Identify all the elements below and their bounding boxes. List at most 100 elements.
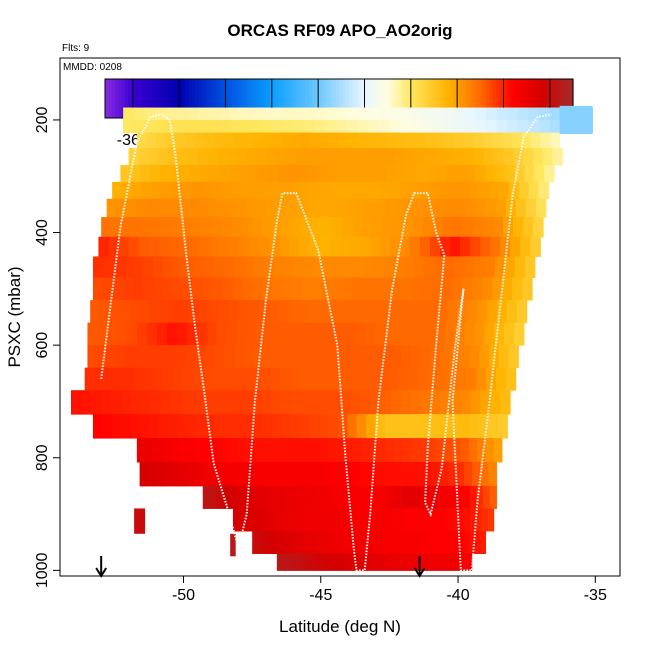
colorbar-segment	[235, 79, 240, 118]
heatmap-cell	[470, 236, 481, 257]
heatmap-cell	[466, 367, 478, 391]
heatmap-cell	[131, 217, 142, 238]
heatmap-cell	[493, 148, 504, 166]
heatmap-cell	[214, 345, 226, 369]
heatmap-cell	[294, 530, 301, 554]
heatmap-cell	[211, 438, 221, 463]
heatmap-cell	[330, 181, 341, 200]
y-axis: 200 400 600 800 1000	[34, 106, 60, 588]
heatmap-cell	[253, 438, 262, 463]
heatmap-cell	[256, 198, 267, 218]
heatmap-cell	[336, 438, 345, 463]
colorbar-segment	[201, 79, 206, 118]
heatmap-cell	[394, 148, 406, 166]
heatmap-cell	[110, 390, 122, 415]
heatmap-cell	[149, 300, 161, 324]
heatmap-cell	[312, 277, 324, 301]
heatmap-cell	[534, 164, 545, 183]
heatmap-cell	[196, 198, 207, 218]
colorbar-segment	[556, 79, 561, 118]
heatmap-cell	[539, 107, 551, 121]
heatmap-cell	[409, 181, 421, 200]
colorbar-segment	[265, 79, 270, 118]
heatmap-cell	[147, 461, 157, 487]
heatmap-cell	[309, 132, 320, 149]
colorbar-segment	[175, 79, 180, 118]
heatmap-cell	[426, 198, 437, 218]
heatmap-cell	[381, 345, 392, 369]
heatmap-cell	[342, 461, 351, 487]
heatmap-cell	[185, 345, 196, 369]
heatmap-cell	[427, 553, 433, 571]
heatmap-cell	[404, 148, 415, 166]
heatmap-cell	[423, 461, 433, 487]
heatmap-cell	[269, 461, 278, 487]
heatmap-cell	[133, 256, 144, 279]
heatmap-cell	[379, 236, 391, 257]
heatmap-cell	[377, 132, 388, 149]
heatmap-cell	[187, 119, 199, 134]
heatmap-cell	[443, 485, 451, 509]
heatmap-cell	[498, 345, 510, 369]
heatmap-cell	[406, 164, 417, 183]
heatmap-cell	[309, 367, 321, 391]
heatmap-cell	[296, 485, 304, 509]
heatmap-cell	[244, 438, 254, 463]
colorbar-segment	[211, 79, 216, 118]
heatmap-cell	[277, 438, 287, 463]
heatmap-cell	[146, 322, 158, 346]
heatmap-cell	[242, 132, 253, 149]
heatmap-cell	[253, 256, 265, 279]
heatmap-cell	[221, 217, 233, 238]
colorbar-segment	[198, 79, 203, 118]
heatmap-cell	[309, 508, 317, 532]
colorbar-segment	[312, 79, 317, 118]
heatmap-cell	[381, 508, 388, 532]
heatmap-cell	[467, 553, 473, 571]
heatmap-cell	[528, 119, 540, 134]
heatmap-cell	[343, 553, 349, 571]
colorbar-segment	[288, 79, 293, 118]
heatmap-cell	[520, 236, 531, 257]
heatmap-cell	[239, 236, 250, 257]
heatmap-cell	[368, 367, 380, 391]
heatmap-cell	[290, 390, 302, 415]
colorbar-segment	[352, 79, 357, 118]
heatmap-cell	[363, 530, 370, 554]
heatmap-cell	[400, 553, 406, 571]
heatmap-cell	[136, 198, 148, 218]
heatmap	[70, 105, 594, 571]
heatmap-cell	[437, 300, 448, 324]
heatmap-cell	[416, 485, 424, 509]
heatmap-cell	[347, 553, 353, 571]
heatmap-cell	[425, 164, 437, 183]
heatmap-cell	[369, 236, 381, 257]
heatmap-cell	[414, 553, 420, 571]
colorbar-segment	[145, 79, 150, 118]
heatmap-cell	[165, 119, 177, 134]
heatmap-cell	[467, 300, 478, 324]
heatmap-cell	[329, 236, 341, 257]
heatmap-cell	[405, 132, 416, 149]
colorbar-segment	[238, 79, 243, 118]
heatmap-cell	[486, 367, 497, 391]
heatmap-cell	[304, 508, 311, 532]
heatmap-cell	[136, 132, 147, 149]
heatmap-cell	[179, 164, 190, 183]
colorbar-segment	[185, 79, 190, 118]
heatmap-cell	[261, 119, 273, 134]
colorbar-segment	[262, 79, 267, 118]
heatmap-cell	[559, 105, 593, 135]
heatmap-cell	[452, 277, 463, 301]
heatmap-cell	[130, 164, 141, 183]
heatmap-cell	[444, 256, 456, 279]
heatmap-cell	[268, 164, 279, 183]
heatmap-cell	[133, 107, 145, 121]
heatmap-cell	[510, 236, 521, 257]
heatmap-cell	[173, 256, 184, 279]
heatmap-cell	[236, 485, 244, 509]
colorbar-segment	[449, 79, 454, 118]
colorbar-segment	[135, 79, 140, 118]
colorbar-segment	[462, 79, 467, 118]
heatmap-cell	[295, 322, 307, 346]
